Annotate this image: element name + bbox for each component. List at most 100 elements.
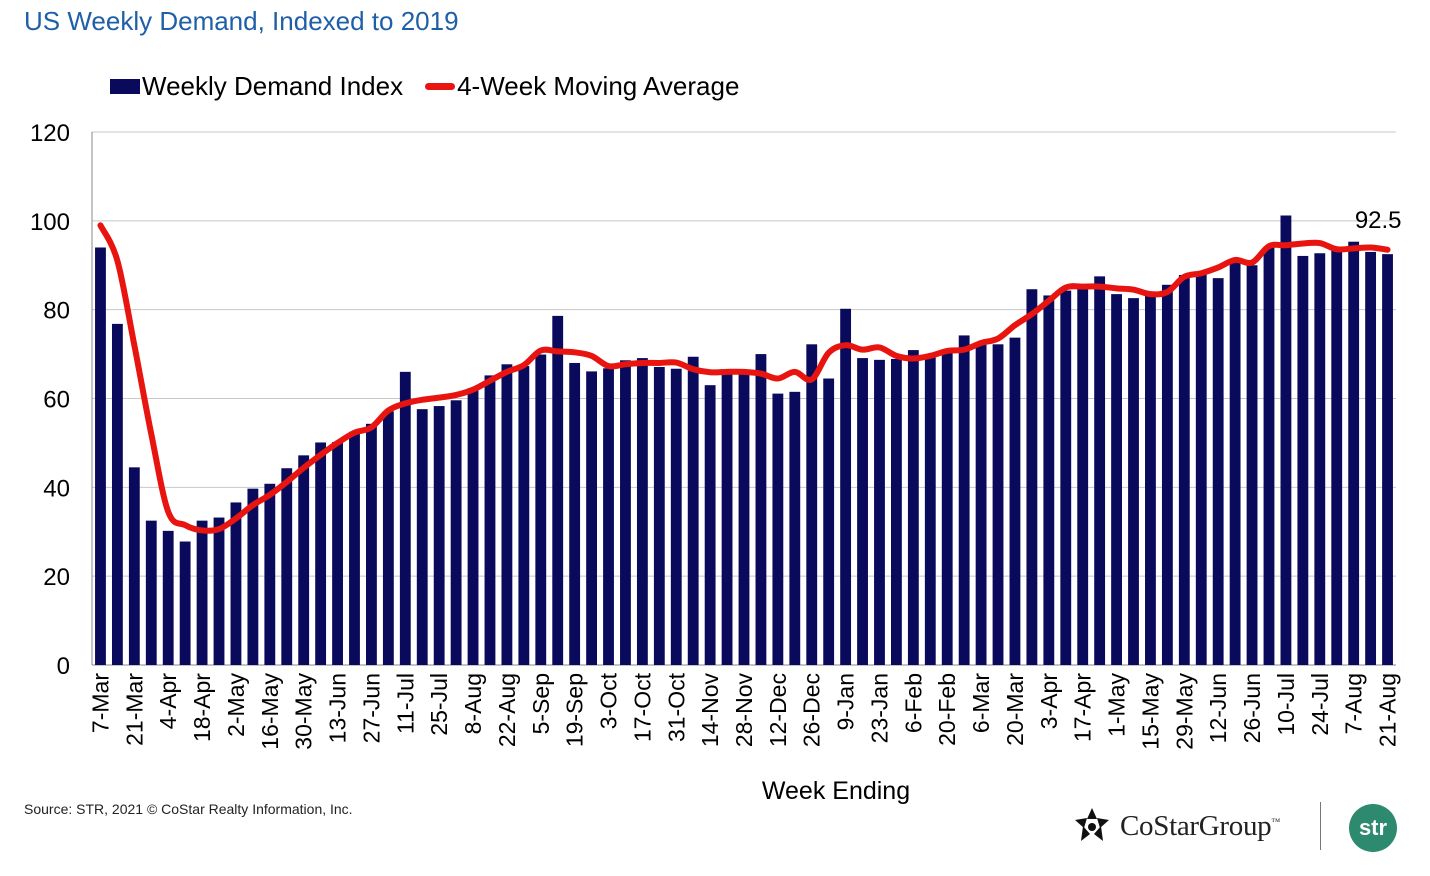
demand-bar [992, 344, 1004, 665]
x-tick-label: 1-May [1104, 673, 1130, 737]
x-tick-label: 30-May [291, 673, 317, 750]
demand-bar [1195, 273, 1207, 665]
demand-bar [484, 375, 496, 665]
x-tick-label: 14-Nov [697, 673, 723, 748]
x-tick-label: 15-May [1137, 673, 1163, 750]
x-tick-label: 3-Apr [1036, 673, 1062, 730]
demand-bar [1297, 255, 1309, 666]
demand-bar [1077, 284, 1089, 665]
demand-bar [636, 358, 648, 665]
x-axis-title: Week Ending [762, 777, 910, 805]
demand-bar [1229, 262, 1241, 665]
demand-bar [586, 371, 598, 665]
legend-bar-label: Weekly Demand Index [142, 70, 404, 101]
x-tick-label: 6-Mar [968, 673, 994, 733]
x-tick-label: 8-Aug [460, 673, 486, 734]
demand-bar [366, 423, 377, 665]
demand-bar [1263, 247, 1275, 665]
x-tick-label: 26-Dec [799, 673, 825, 747]
x-tick-label: 7-Mar [87, 673, 113, 733]
x-tick-label: 12-Dec [765, 673, 791, 747]
x-tick-label: 12-Jun [1205, 673, 1231, 743]
demand-bar [535, 354, 547, 665]
y-tick-label: 20 [43, 564, 70, 591]
legend-line-label: 4-Week Moving Average [457, 70, 740, 101]
demand-bar [874, 359, 885, 665]
chart-legend: Weekly Demand Index 4-Week Moving Averag… [110, 68, 761, 104]
y-tick-label: 120 [30, 120, 70, 147]
demand-bar [1043, 295, 1055, 665]
x-tick-label: 18-Apr [189, 673, 215, 742]
y-tick-label: 100 [30, 209, 70, 236]
demand-bar [721, 371, 733, 665]
demand-bar [433, 406, 445, 665]
y-tick-label: 60 [43, 387, 70, 414]
demand-bar [501, 364, 513, 665]
demand-bar [196, 520, 208, 665]
demand-bar [890, 358, 902, 665]
demand-bar [704, 385, 716, 665]
demand-bar [738, 371, 750, 665]
demand-bar [145, 520, 157, 665]
demand-bar [1280, 215, 1292, 665]
demand-bar [1314, 253, 1326, 665]
demand-bar [1161, 284, 1173, 665]
demand-bar [569, 362, 581, 665]
x-tick-label: 21-Aug [1375, 673, 1401, 747]
demand-bar [857, 358, 868, 665]
demand-bar [247, 488, 259, 665]
str-logo: str [1349, 804, 1397, 852]
demand-bar [840, 308, 852, 665]
demand-bar [907, 350, 919, 665]
demand-bar [416, 409, 428, 665]
costar-wordmark: CoStarGroup [1120, 809, 1272, 842]
x-tick-label: 20-Feb [934, 673, 960, 746]
demand-bar [1212, 278, 1224, 665]
x-tick-label: 24-Jul [1307, 673, 1333, 736]
logo-divider [1320, 802, 1321, 850]
x-tick-label: 20-Mar [1002, 673, 1028, 746]
source-note: Source: STR, 2021 © CoStar Realty Inform… [24, 801, 353, 817]
demand-bar [552, 315, 564, 665]
demand-bar [1331, 249, 1343, 665]
demand-bar [1145, 294, 1156, 665]
demand-bar [1382, 254, 1393, 666]
y-tick-label: 80 [43, 298, 70, 325]
demand-bar [332, 442, 343, 665]
chart-title: US Weekly Demand, Indexed to 2019 [24, 6, 459, 36]
x-tick-label: 22-Aug [494, 673, 520, 747]
demand-bar [620, 360, 631, 665]
x-tick-label: 16-May [257, 673, 283, 750]
demand-bar [264, 483, 276, 665]
demand-bar [958, 335, 970, 665]
x-tick-label: 29-May [1171, 673, 1197, 750]
x-tick-label: 9-Jan [833, 673, 859, 731]
demand-bar [1026, 289, 1038, 665]
demand-bar [95, 247, 106, 665]
demand-bar [298, 455, 310, 665]
x-tick-label: 11-Jul [392, 673, 418, 734]
x-tick-label: 19-Sep [562, 673, 588, 747]
demand-bar [230, 502, 242, 665]
demand-bar [111, 323, 123, 665]
demand-bar [450, 400, 462, 665]
demand-bar [975, 343, 987, 665]
x-tick-label: 27-Jun [358, 673, 384, 743]
demand-bar [806, 344, 818, 665]
demand-bar [1128, 298, 1139, 665]
legend-bar-swatch [110, 78, 140, 94]
demand-bar [518, 366, 530, 665]
y-tick-label: 0 [57, 653, 70, 680]
demand-bar [772, 393, 784, 665]
x-tick-label: 23-Jan [866, 673, 892, 743]
demand-bar [789, 391, 801, 665]
demand-bar [1094, 276, 1106, 665]
x-tick-label: 31-Oct [663, 672, 689, 742]
demand-bar [1009, 337, 1021, 665]
demand-bar [162, 530, 174, 665]
demand-bar [382, 411, 394, 665]
demand-bar [670, 368, 682, 665]
demand-bar [349, 431, 360, 665]
demand-bar [1365, 251, 1377, 666]
